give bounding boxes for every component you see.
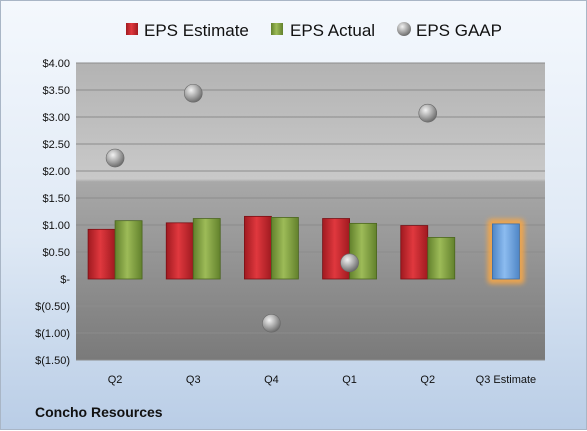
y-tick-label: $3.00 bbox=[42, 112, 70, 124]
x-tick-label: Q3 bbox=[186, 374, 201, 386]
legend-swatch-eps-actual bbox=[271, 23, 283, 35]
eps-estimate-bar bbox=[165, 222, 194, 280]
y-tick-label: $2.50 bbox=[42, 139, 70, 151]
eps-gaap-marker bbox=[262, 313, 281, 333]
x-axis-ticks: Q2 Q3 Q4 Q1 Q2 Q3 Estimate bbox=[108, 374, 536, 386]
x-tick-label: Q2 bbox=[420, 374, 435, 386]
x-tick-label: Q4 bbox=[264, 374, 279, 386]
y-tick-label: $1.00 bbox=[42, 220, 70, 232]
eps-actual-bar bbox=[271, 217, 299, 280]
eps-gaap-marker bbox=[105, 148, 125, 168]
gaap-markers bbox=[105, 83, 438, 333]
x-tick-label: Q2 bbox=[108, 374, 123, 386]
eps-estimate-bar bbox=[87, 228, 116, 280]
company-label: Concho Resources bbox=[35, 404, 163, 420]
legend-label-eps-estimate: EPS Estimate bbox=[144, 21, 249, 40]
bars bbox=[87, 215, 525, 284]
x-tick-label: Q3 Estimate bbox=[476, 374, 537, 386]
eps-gaap-marker bbox=[418, 103, 438, 123]
plot-area bbox=[76, 63, 545, 360]
eps-estimate-bar bbox=[400, 225, 429, 280]
y-tick-label: $(1.50) bbox=[35, 355, 70, 367]
eps-actual-bar bbox=[114, 220, 143, 280]
eps-gaap-marker bbox=[340, 253, 359, 273]
y-tick-label: $3.50 bbox=[42, 85, 70, 97]
x-tick-label: Q1 bbox=[342, 374, 357, 386]
legend-label-eps-gaap: EPS GAAP bbox=[416, 21, 502, 40]
y-tick-label: $2.00 bbox=[42, 166, 70, 178]
y-tick-label: $4.00 bbox=[42, 58, 70, 70]
y-tick-label: $- bbox=[60, 274, 70, 286]
legend-marker-eps-gaap bbox=[397, 22, 411, 36]
y-tick-label: $(1.00) bbox=[35, 328, 70, 340]
y-tick-label: $0.50 bbox=[42, 247, 70, 259]
legend-label-eps-actual: EPS Actual bbox=[290, 21, 375, 40]
legend: EPS Estimate EPS Actual EPS GAAP bbox=[126, 21, 502, 40]
legend-swatch-eps-estimate bbox=[126, 23, 138, 35]
q3-estimate-bar bbox=[492, 223, 520, 280]
y-tick-label: $(0.50) bbox=[35, 301, 70, 313]
y-tick-label: $1.50 bbox=[42, 193, 70, 205]
eps-actual-bar bbox=[427, 237, 456, 280]
y-axis-ticks: $4.00 $3.50 $3.00 $2.50 $2.00 $1.50 $1.00 $0.50… bbox=[35, 58, 70, 367]
gridlines bbox=[76, 62, 545, 361]
eps-actual-bar bbox=[192, 218, 221, 280]
eps-gaap-marker bbox=[183, 83, 203, 103]
eps-estimate-bar bbox=[244, 215, 272, 280]
